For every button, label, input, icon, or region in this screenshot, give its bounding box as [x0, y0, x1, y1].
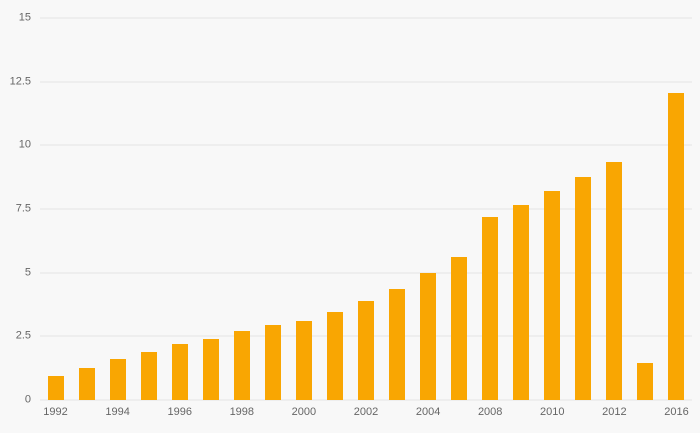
x-tick-label-blank-1995	[133, 400, 164, 407]
y-tick-label-10: 10	[18, 138, 31, 151]
bar-slot-2014	[630, 18, 661, 400]
x-tick-label-1998: 1998	[229, 406, 255, 418]
x-tick-label-blank-1997	[195, 400, 226, 407]
bar-1992	[47, 375, 64, 400]
x-tick-label-2010: 2010	[540, 406, 565, 418]
bar-slot-2000	[288, 18, 319, 400]
plot-area	[40, 17, 692, 401]
bar-2011	[575, 177, 592, 400]
y-tick-label-5: 5	[24, 266, 31, 279]
bar-slot-2010	[537, 18, 568, 400]
bar-slot-1995	[133, 18, 164, 400]
gridline-y-0	[40, 399, 692, 401]
bar-slot-2009	[506, 18, 537, 400]
x-tick-label-blank-2011	[568, 400, 599, 407]
bar-slot-2003	[382, 18, 413, 400]
bar-2000	[295, 321, 312, 400]
bar-1994	[109, 359, 126, 400]
y-tick-label-0: 0	[24, 393, 31, 406]
gridline-y-5	[40, 272, 692, 274]
x-tick-label-blank-2001	[319, 400, 350, 407]
y-tick-label-7.5: 7.5	[15, 202, 31, 215]
gridline-y-15	[40, 17, 692, 19]
bar-1999	[264, 324, 281, 400]
x-axis-labels: 1992 1994 1996 1998 2000 2002 2004 2008 2010 2012…	[40, 400, 692, 433]
gridline-y-10	[40, 144, 692, 146]
bar-2003	[389, 289, 406, 400]
x-tick-label-1994: 1994	[105, 406, 130, 418]
bar-slot-1994	[102, 18, 133, 400]
bar-1997	[202, 338, 219, 400]
x-tick-label-blank-1999	[257, 400, 288, 407]
x-tick-label-blank-2006	[444, 400, 475, 407]
bar-slot-1998	[226, 18, 257, 400]
bar-2004	[420, 272, 437, 400]
x-tick-label-blank-1993	[71, 400, 102, 407]
bar-2006	[451, 257, 468, 400]
bars-container	[40, 18, 692, 400]
x-tick-label-1996: 1996	[167, 406, 192, 418]
x-tick-label-1992: 1992	[43, 406, 68, 418]
x-tick-label-blank-2009	[506, 400, 537, 407]
bar-slot-2006	[444, 18, 475, 400]
x-tick-label-blank-2014	[630, 400, 661, 407]
x-tick-label-2000: 2000	[291, 406, 317, 418]
x-tick-label-2016: 2016	[664, 406, 689, 418]
gridline-y-12.5	[40, 81, 692, 83]
bar-1998	[233, 331, 250, 400]
bar-2009	[513, 205, 530, 400]
bar-slot-1999	[257, 18, 288, 400]
bar-slot-2011	[568, 18, 599, 400]
x-tick-label-2012: 2012	[602, 406, 627, 418]
x-tick-label-2008: 2008	[477, 406, 503, 418]
y-axis-labels: 0 2.5 5 7.5 10 12.5 15	[0, 12, 31, 405]
bar-1995	[140, 351, 157, 400]
x-tick-label-2002: 2002	[353, 406, 379, 418]
bar-2016	[668, 93, 685, 400]
bar-1993	[78, 368, 95, 400]
bar-slot-1996	[164, 18, 195, 400]
bar-slot-2002	[350, 18, 381, 400]
bar-slot-2008	[475, 18, 506, 400]
x-tick-label-2004: 2004	[415, 406, 441, 418]
bar-slot-1993	[71, 18, 102, 400]
bar-2014	[637, 363, 654, 400]
bar-2001	[326, 312, 343, 400]
bar-slot-2001	[319, 18, 350, 400]
y-tick-label-2.5: 2.5	[15, 329, 31, 342]
gridline-y-7.5	[40, 208, 692, 210]
bar-slot-1997	[195, 18, 226, 400]
bar-2012	[606, 161, 623, 400]
y-tick-label-15: 15	[18, 11, 31, 24]
bar-2010	[544, 191, 561, 400]
bar-1996	[171, 343, 188, 400]
y-tick-label-12.5: 12.5	[9, 75, 31, 88]
x-tick-label-blank-2003	[382, 400, 413, 407]
bar-slot-1992	[40, 18, 71, 400]
bar-slot-2016	[661, 18, 692, 400]
bar-slot-2004	[413, 18, 444, 400]
bar-slot-2012	[599, 18, 630, 400]
bar-2002	[357, 300, 374, 400]
bar-2008	[482, 216, 499, 400]
